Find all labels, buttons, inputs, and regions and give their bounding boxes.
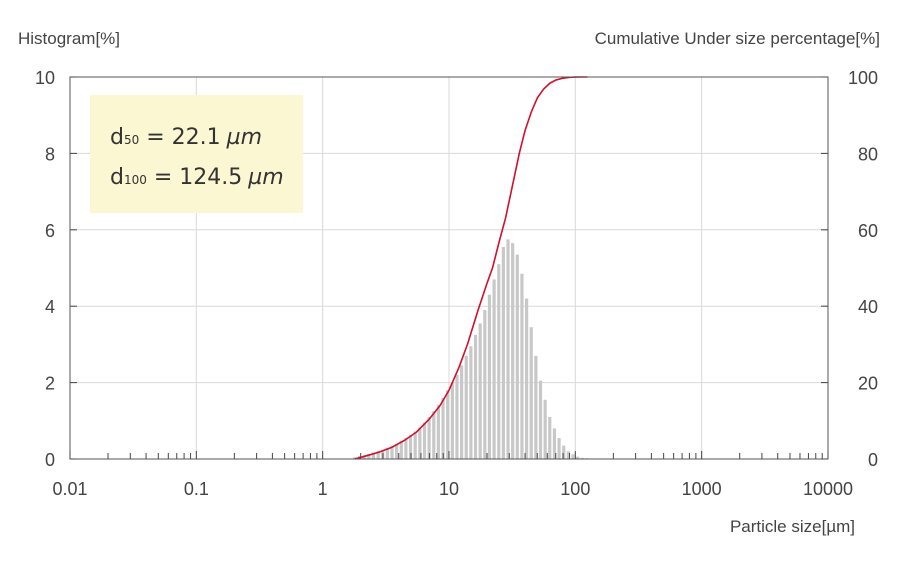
axis-ticks: [69, 76, 829, 460]
histogram-bar: [459, 365, 464, 459]
histogram-bar: [487, 294, 492, 459]
x-tick-label: 1000: [682, 479, 722, 499]
x-minor-ticks: [107, 453, 823, 459]
x-tick-label: 0.01: [52, 479, 87, 499]
y-right-tick-label: 100: [848, 68, 878, 88]
histogram-bar: [436, 404, 440, 459]
histogram-bar: [464, 355, 468, 459]
histogram-bar: [497, 264, 501, 459]
histogram-bar: [511, 243, 515, 459]
histogram-bar: [562, 445, 566, 459]
d100-label: d100 = 124.5 µm: [110, 165, 284, 190]
x-tick-label: 0.1: [184, 479, 209, 499]
histogram-bar: [552, 428, 557, 459]
y-right-tick-label: 40: [858, 297, 878, 317]
tick-labels: 0.01 0.1 1 10 100 1000 10000024681002040608010…: [35, 68, 878, 499]
histogram-bar: [557, 437, 561, 459]
d100-value: 124.5: [179, 165, 242, 190]
histogram-bar: [390, 445, 394, 459]
histogram-bar: [446, 390, 450, 459]
d50-value: 22.1: [172, 125, 221, 150]
y-left-tick-label: 6: [45, 221, 55, 241]
histogram-bar: [515, 254, 519, 459]
histogram-bar: [529, 327, 533, 459]
histogram-bar: [413, 431, 417, 459]
histogram-bar: [376, 450, 380, 459]
histogram-bar: [408, 434, 413, 459]
histogram-bar: [422, 422, 427, 459]
histogram-bar: [534, 355, 538, 459]
histogram-bar: [524, 298, 529, 459]
left-axis-title: Histogram[%]: [18, 29, 120, 48]
histogram-bar: [404, 437, 408, 459]
histogram-bar: [520, 273, 524, 459]
y-right-tick-label: 20: [858, 374, 878, 394]
histogram-bar: [580, 457, 584, 459]
histogram-bar: [450, 382, 454, 459]
histogram-bar: [418, 427, 422, 459]
histogram-bar: [432, 411, 436, 459]
y-left-tick-label: 10: [35, 68, 55, 88]
stats-box: d50 = 22.1 µm d100 = 124.5 µm: [90, 95, 303, 213]
histogram-bar: [399, 440, 403, 459]
histogram-bar: [455, 374, 459, 459]
histogram-bar: [538, 380, 543, 459]
histogram-bar: [353, 457, 357, 459]
histogram-bar: [385, 447, 389, 459]
d50-unit: µm: [226, 125, 262, 150]
x-tick-label: 10: [439, 479, 459, 499]
histogram-bar: [427, 416, 431, 459]
d100-unit: µm: [247, 165, 283, 190]
stats-box-bg: [90, 95, 303, 213]
y-right-tick-label: 0: [868, 450, 878, 470]
histogram-bar: [395, 443, 399, 459]
histogram-bar: [576, 456, 580, 459]
histogram-bars: [353, 239, 589, 459]
y-left-tick-label: 0: [45, 450, 55, 470]
y-right-tick-label: 80: [858, 144, 878, 164]
y-left-tick-label: 8: [45, 144, 55, 164]
histogram-bar: [548, 416, 552, 459]
histogram-bar: [543, 399, 547, 459]
y-right-tick-label: 60: [858, 221, 878, 241]
histogram-bar: [506, 239, 510, 459]
histogram-bar: [483, 310, 487, 459]
histogram-bar: [441, 397, 445, 459]
histogram-bar: [473, 334, 478, 459]
histogram-bar: [469, 346, 473, 459]
histogram-bar: [371, 452, 375, 459]
y-left-tick-label: 2: [45, 374, 55, 394]
x-tick-label: 10000: [803, 479, 853, 499]
histogram-bar: [501, 246, 505, 459]
histogram-bar: [478, 323, 482, 459]
cumulative-curve: [354, 76, 588, 460]
right-axis-title: Cumulative Under size percentage[%]: [595, 29, 880, 48]
cumulative-curve-group: [354, 76, 588, 460]
x-axis-title: Particle size[µm]: [730, 517, 855, 536]
histogram-bar: [492, 279, 496, 459]
histogram-bar: [571, 454, 575, 459]
histogram-bar: [367, 454, 371, 459]
x-tick-label: 100: [560, 479, 590, 499]
d50-subscript: 50: [124, 133, 139, 147]
d100-subscript: 100: [124, 173, 147, 187]
x-tick-label: 1: [318, 479, 328, 499]
histogram-bar: [566, 451, 570, 459]
y-left-tick-label: 4: [45, 297, 55, 317]
d50-label: d50 = 22.1 µm: [110, 125, 262, 150]
